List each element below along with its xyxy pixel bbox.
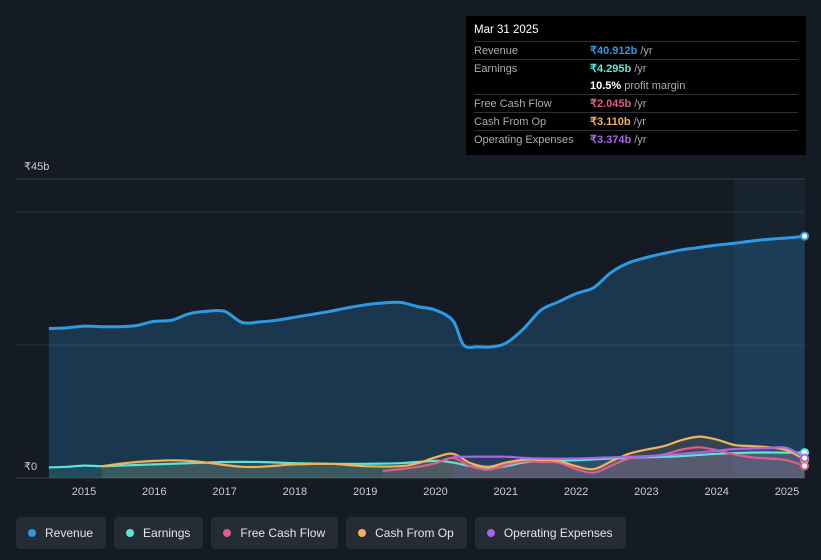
- legend-label: Revenue: [45, 526, 94, 540]
- tooltip-label: Revenue: [474, 44, 519, 57]
- legend-dot-icon: [358, 529, 367, 537]
- tooltip-date: Mar 31 2025: [474, 24, 539, 36]
- tooltip-unit: /yr: [634, 133, 647, 146]
- tooltip-row: Operating Expenses ₹3.374b/yr: [474, 130, 798, 148]
- x-tick-label: 2024: [704, 486, 728, 498]
- x-tick-label: 2020: [423, 486, 447, 498]
- tooltip-row: 10.5% profit margin: [474, 77, 798, 94]
- tooltip-value: ₹40.912b: [590, 45, 638, 57]
- legend-dot-icon: [223, 529, 232, 537]
- revenue-area: [48, 236, 805, 478]
- tooltip-unit: /yr: [640, 44, 653, 57]
- legend-dot-icon: [126, 529, 135, 537]
- tooltip-value: 10.5%: [590, 79, 622, 92]
- x-tick-label: 2025: [775, 486, 799, 498]
- legend-dot-icon: [486, 529, 495, 537]
- legend-item-free-cash-flow[interactable]: Free Cash Flow: [211, 517, 339, 549]
- y-axis-min-label: ₹0: [24, 461, 37, 473]
- x-tick-label: 2015: [72, 486, 96, 498]
- tooltip-value: ₹3.110b: [590, 116, 631, 128]
- legend-label: Operating Expenses: [503, 526, 613, 540]
- revenue-line: [48, 234, 805, 349]
- tooltip-label: Free Cash Flow: [474, 97, 552, 110]
- tooltip-value: ₹3.374b: [590, 134, 632, 146]
- tooltip-unit: profit margin: [624, 79, 686, 92]
- legend-item-operating-expenses[interactable]: Operating Expenses: [474, 517, 626, 549]
- tooltip-row: Earnings ₹4.295b/yr: [474, 59, 798, 77]
- legend-item-cash-from-op[interactable]: Cash From Op: [346, 517, 467, 549]
- x-tick-label: 2021: [494, 486, 518, 498]
- tooltip-label: Operating Expenses: [474, 133, 574, 146]
- tooltip-label: Cash From Op: [474, 115, 547, 128]
- forecast-highlight-band: [734, 179, 805, 478]
- x-tick-label: 2023: [634, 486, 658, 498]
- legend-item-revenue[interactable]: Revenue: [16, 517, 107, 549]
- operating-expenses-line: [453, 446, 806, 460]
- tooltip-unit: /yr: [634, 62, 647, 75]
- tooltip-row: Revenue ₹40.912b/yr: [474, 41, 798, 59]
- tooltip-value: ₹4.295b: [590, 63, 632, 75]
- x-tick-label: 2017: [212, 486, 236, 498]
- cash-from-op-line: [101, 435, 806, 471]
- revenue-endpoint[interactable]: [800, 231, 810, 241]
- legend-label: Free Cash Flow: [240, 526, 326, 540]
- legend-item-earnings[interactable]: Earnings: [114, 517, 204, 549]
- x-tick-label: 2019: [353, 486, 377, 498]
- y-axis-max-label: ₹45b: [24, 161, 49, 173]
- tooltip-unit: /yr: [634, 97, 647, 110]
- x-tick-label: 2016: [142, 486, 166, 498]
- data-tooltip: Mar 31 2025 Revenue ₹40.912b/yr Earnings ₹4…: [466, 16, 806, 155]
- tooltip-value: ₹2.045b: [590, 98, 632, 110]
- tooltip-row: Free Cash Flow ₹2.045b/yr: [474, 94, 798, 112]
- x-tick-label: 2018: [283, 486, 307, 498]
- chart-legend: Revenue Earnings Free Cash Flow Cash From O…: [16, 517, 626, 549]
- legend-label: Earnings: [143, 526, 191, 540]
- x-tick-label: 2022: [564, 486, 588, 498]
- free-cash-flow-line: [382, 446, 805, 474]
- legend-label: Cash From Op: [375, 526, 454, 540]
- tooltip-label: Earnings: [474, 62, 518, 75]
- financial-chart: ₹45b ₹0 2015 2016 2017 2018 2019 2020 2021 2022…: [16, 161, 810, 498]
- tooltip-row: Cash From Op ₹3.110b/yr: [474, 112, 798, 130]
- legend-dot-icon: [28, 529, 36, 537]
- tooltip-unit: /yr: [633, 115, 646, 128]
- operating-expenses-endpoint[interactable]: [800, 453, 810, 463]
